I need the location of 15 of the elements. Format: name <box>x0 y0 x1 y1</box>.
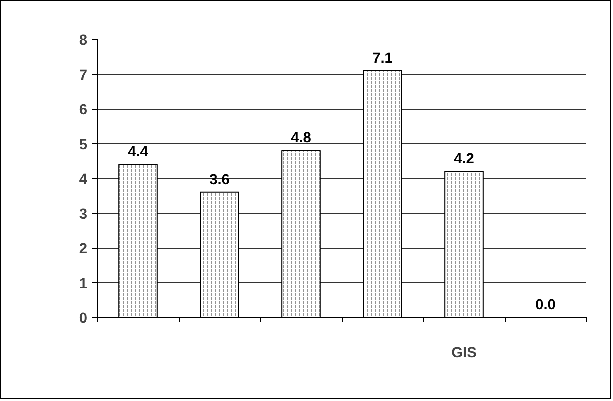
data-label: 7.1 <box>372 50 393 67</box>
y-tick-label: 6 <box>79 102 88 118</box>
y-tick-label: 7 <box>79 68 88 84</box>
x-tick-label: GIS <box>452 346 478 362</box>
data-label: 4.2 <box>454 152 474 168</box>
y-tick-label: 1 <box>79 276 88 292</box>
data-label: 0.0 <box>536 298 556 314</box>
y-tick-label: 2 <box>79 242 88 258</box>
y-tick-label: 8 <box>79 33 88 49</box>
y-tick-label: 3 <box>79 206 88 223</box>
y-tick-label: 0 <box>79 311 88 327</box>
data-label: 4.4 <box>128 144 150 161</box>
y-tick-label: 4 <box>79 172 88 188</box>
y-tick-label: 5 <box>79 137 88 154</box>
data-label: 4.8 <box>291 130 312 147</box>
